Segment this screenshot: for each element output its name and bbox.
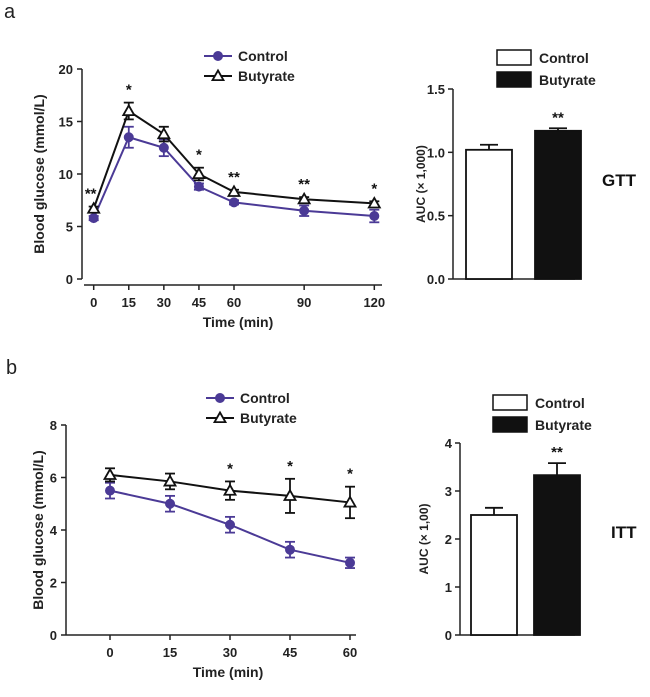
panel-letter-b: b	[6, 357, 17, 379]
a_line-point-butyrate	[86, 201, 101, 214]
a_line-point-control	[123, 132, 134, 143]
b_line-legend-marker-control	[215, 393, 225, 403]
a_line-y-axis-title: Blood glucose (mmol/L)	[31, 94, 47, 253]
a_line-significance-label: **	[85, 186, 97, 203]
b_bar-legend-label: Butyrate	[535, 417, 592, 433]
a_line-point-control	[229, 197, 239, 208]
a_line-point-butyrate	[226, 184, 242, 197]
a_line-y-tick-label: 15	[59, 115, 73, 130]
a_line-x-tick-label: 30	[157, 295, 171, 310]
b_bar-legend-swatch-control	[492, 394, 528, 411]
a_line-point-control	[158, 142, 169, 153]
a_bar-legend-swatch-butyrate	[496, 71, 532, 88]
b_line-significance-label: *	[227, 460, 233, 477]
a_line-x-tick-label: 45	[192, 295, 206, 310]
b_line-legend-label: Butyrate	[240, 410, 297, 426]
a_line-point-butyrate	[297, 191, 312, 205]
a_line-point-butyrate	[367, 196, 382, 209]
a_line-significance-label: *	[126, 82, 132, 99]
b_bar-bar-butyrate	[533, 474, 581, 636]
a_line-legend-label: Control	[238, 48, 288, 64]
a_line-x-tick-label: 60	[227, 295, 241, 310]
b_bar-significance-label: **	[551, 444, 563, 461]
b_line-point-butyrate	[102, 467, 118, 480]
a_bar-bar-control	[465, 148, 513, 280]
a_line-legend-label: Butyrate	[238, 68, 295, 84]
a_line-point-control	[193, 181, 204, 192]
b_line-y-tick-label: 6	[50, 471, 57, 486]
b_line-point-butyrate	[162, 474, 178, 487]
a_line-legend-marker-control	[213, 51, 223, 61]
b_bar-y-tick-label: 1	[445, 580, 452, 595]
a_bar-bar-butyrate	[534, 129, 582, 280]
b_line-legend-label: Control	[240, 390, 290, 406]
b_bar-legend-label: Control	[535, 395, 585, 411]
a_bar-y-axis-title: AUC (× 1,000)	[414, 145, 428, 223]
a_line-significance-label: *	[371, 180, 377, 197]
b_line-y-tick-label: 4	[50, 523, 58, 538]
b_line-x-tick-label: 60	[343, 645, 357, 660]
b_bar-y-tick-label: 3	[445, 484, 452, 499]
a_bar-legend-label: Control	[539, 50, 589, 66]
a_line-point-control	[299, 205, 310, 216]
b_line-point-butyrate	[222, 483, 238, 496]
b_line-y-axis-title: Blood glucose (mmol/L)	[30, 450, 46, 609]
b_bar-side-label: ITT	[611, 523, 637, 542]
b_line-y-tick-label: 2	[50, 576, 57, 591]
a_line-y-tick-label: 10	[59, 167, 73, 182]
b_line-point-control	[285, 544, 295, 555]
b_line-point-control	[345, 557, 355, 568]
b_bar-y-tick-label: 4	[445, 436, 453, 451]
a_line-x-axis-title: Time (min)	[203, 314, 274, 330]
a_line-point-butyrate	[121, 103, 136, 117]
a_line-legend-marker-butyrate	[210, 68, 226, 82]
a_bar-y-tick-label: 1.0	[427, 145, 445, 160]
a_bar-y-tick-label: 1.5	[427, 82, 445, 97]
a_bar-y-tick-label: 0.5	[427, 209, 445, 224]
b_line-point-control	[105, 485, 115, 496]
a_line-x-tick-label: 90	[297, 295, 311, 310]
a_line-y-tick-label: 0	[66, 272, 73, 287]
a_line-point-control	[369, 211, 380, 221]
a_line-y-tick-label: 5	[66, 220, 73, 235]
b_line-point-control	[225, 519, 235, 530]
a_line-significance-label: *	[196, 147, 202, 164]
b_line-x-tick-label: 0	[106, 645, 113, 660]
b_line-legend-marker-butyrate	[212, 410, 228, 424]
a_bar-y-tick-label: 0.0	[427, 272, 445, 287]
panel-letter-a: a	[4, 1, 16, 23]
a_line-significance-label: **	[298, 176, 310, 193]
a_bar-side-label: GTT	[602, 171, 637, 190]
b_line-significance-label: *	[287, 458, 293, 475]
b_line-point-butyrate	[282, 488, 298, 501]
b_line-y-tick-label: 0	[50, 628, 57, 643]
a_line-x-tick-label: 15	[122, 295, 136, 310]
a_line-point-control	[88, 213, 99, 224]
b_line-point-control	[165, 498, 175, 509]
b_bar-bar-control	[470, 514, 518, 636]
a_line-point-butyrate	[191, 166, 206, 180]
b_line-significance-label: *	[347, 466, 353, 483]
b_line-x-axis-title: Time (min)	[193, 664, 264, 680]
b_line-y-tick-label: 8	[50, 418, 57, 433]
b_bar-y-tick-label: 0	[445, 628, 452, 643]
b_bar-y-tick-label: 2	[445, 532, 452, 547]
a_line-significance-label: **	[228, 169, 240, 186]
b_line-x-tick-label: 30	[223, 645, 237, 660]
b_line-x-tick-label: 45	[283, 645, 297, 660]
a_bar-legend-swatch-control	[496, 49, 532, 66]
b_line-point-butyrate	[342, 495, 358, 508]
b_line-x-tick-label: 15	[163, 645, 177, 660]
a_bar-significance-label: **	[552, 109, 564, 126]
a_line-point-butyrate	[156, 126, 171, 140]
b_bar-legend-swatch-butyrate	[492, 416, 528, 433]
a_bar-legend-label: Butyrate	[539, 72, 596, 88]
b_bar-y-axis-title: AUC (× 1,00)	[417, 503, 431, 574]
a_line-x-tick-label: 0	[90, 295, 97, 310]
a_line-y-tick-label: 20	[59, 62, 73, 77]
a_line-x-tick-label: 120	[363, 295, 385, 310]
